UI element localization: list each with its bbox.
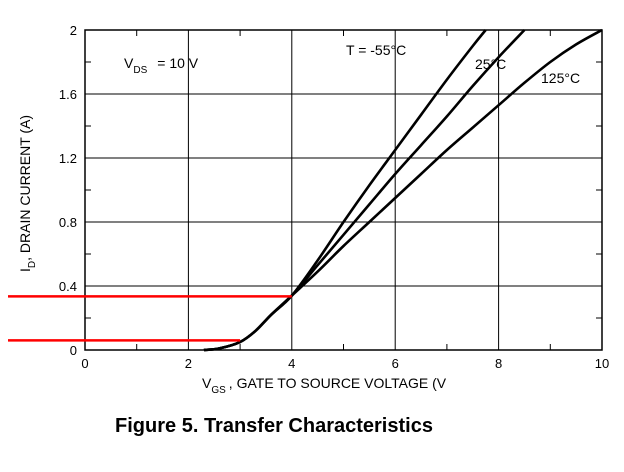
label-t-minus55: T = -55°C: [346, 42, 406, 58]
x-tick-label: 2: [185, 356, 192, 371]
vds-annotation: VDS = 10 V: [124, 55, 199, 76]
y-axis-symbol: I: [17, 268, 33, 272]
y-tick-label: 1.6: [59, 87, 77, 102]
x-tick-label: 6: [392, 356, 399, 371]
y-tick-label: 1.2: [59, 151, 77, 166]
y-axis-subscript: D: [27, 261, 38, 268]
series-line-125c: [203, 28, 603, 352]
x-tick-labels: 0 2 4 6 8 10: [81, 356, 609, 371]
y-tick-label: 0: [70, 343, 77, 358]
y-axis-text: , DRAIN CURRENT (A): [17, 115, 33, 261]
vds-symbol: V: [124, 55, 134, 71]
vds-value: = 10 V: [157, 55, 199, 71]
x-tick-label: 4: [288, 356, 295, 371]
x-axis-text: , GATE TO SOURCE VOLTAGE (V: [229, 375, 447, 391]
y-tick-label: 0.8: [59, 215, 77, 230]
vds-subscript: DS: [133, 65, 147, 76]
plot-area-frame: [84, 29, 603, 351]
x-axis-subscript: GS: [211, 385, 226, 396]
x-axis-label: VGS, GATE TO SOURCE VOLTAGE (V: [202, 375, 447, 396]
red-highlight-lines: [8, 295, 292, 342]
x-tick-label: 10: [595, 356, 609, 371]
figure-caption: Figure 5. Transfer Characteristics: [115, 415, 433, 437]
grid: [85, 30, 602, 350]
label-125c: 125°C: [541, 70, 580, 86]
label-25c: 25°C: [475, 56, 506, 72]
x-axis-symbol: V: [202, 375, 212, 391]
minor-ticks: [85, 30, 602, 350]
y-tick-label: 2: [70, 23, 77, 38]
y-tick-label: 0.4: [59, 279, 77, 294]
series-line-25c: [203, 29, 526, 352]
y-axis-label: ID, DRAIN CURRENT (A): [17, 115, 38, 272]
y-tick-labels: 0 0.4 0.8 1.2 1.6 2: [59, 23, 77, 358]
x-tick-label: 0: [81, 356, 88, 371]
transfer-characteristics-chart: 0 2 4 6 8 10 00.40.81.21.62 VDS = 10 V T = -55…: [8, 23, 609, 396]
series-lines: [203, 28, 603, 352]
series-line-minus55c: [203, 29, 487, 352]
x-tick-label: 8: [495, 356, 502, 371]
